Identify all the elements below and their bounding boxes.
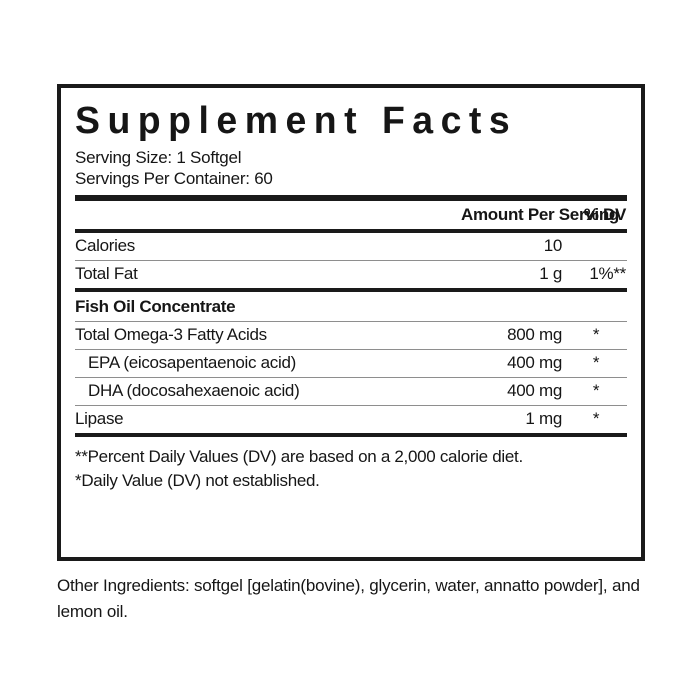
row-amount: 1 g <box>539 264 562 283</box>
header-amount-per-serving: Amount Per Serving <box>461 205 620 224</box>
table-row-epa: EPA (eicosapentaenoic acid) 400 mg * <box>75 350 627 377</box>
row-amount: 400 mg <box>507 353 562 372</box>
row-label: Calories <box>75 236 135 255</box>
row-label: EPA (eicosapentaenoic acid) <box>88 353 296 372</box>
divider <box>75 349 627 350</box>
divider <box>75 321 627 322</box>
servings-per-container: Servings Per Container: 60 <box>75 169 273 188</box>
rule-below-table <box>75 433 627 437</box>
row-dv: * <box>592 325 600 344</box>
row-dv: * <box>592 353 600 372</box>
row-divider <box>75 260 627 261</box>
row-divider <box>75 321 627 322</box>
table-row-calories: Calories 10 <box>75 233 627 260</box>
table-header-row: Amount Per Serving % DV <box>75 201 627 229</box>
divider <box>75 377 627 378</box>
divider <box>75 229 627 233</box>
row-amount: 400 mg <box>507 381 562 400</box>
row-dv: 1%** <box>589 264 626 283</box>
table-row-dha: DHA (docosahexaenoic acid) 400 mg * <box>75 378 627 405</box>
row-divider <box>75 377 627 378</box>
row-divider <box>75 349 627 350</box>
row-dv: * <box>592 381 600 400</box>
divider <box>75 433 627 437</box>
table-row-total-omega-3: Total Omega-3 Fatty Acids 800 mg * <box>75 322 627 349</box>
nutrition-table: Amount Per Serving % DV Calories 10 <box>75 201 627 437</box>
serving-info: Serving Size: 1 Softgel Servings Per Con… <box>75 147 627 189</box>
supplement-facts-panel: Supplement Facts Serving Size: 1 Softgel… <box>57 84 645 561</box>
other-ingredients: Other Ingredients: softgel [gelatin(bovi… <box>57 576 640 621</box>
rule-below-header <box>75 229 627 233</box>
header-percent-dv: % DV <box>583 205 627 224</box>
row-label: DHA (docosahexaenoic acid) <box>88 381 300 400</box>
header-spacer <box>75 201 461 229</box>
group-title: Fish Oil Concentrate <box>75 297 236 316</box>
row-dv <box>565 233 627 260</box>
footnotes: **Percent Daily Values (DV) are based on… <box>75 445 627 493</box>
row-divider <box>75 405 627 406</box>
page-title: Supplement Facts <box>75 100 518 142</box>
row-amount: 1 mg <box>525 409 562 428</box>
divider <box>75 288 627 292</box>
panel-content: Supplement Facts Serving Size: 1 Softgel… <box>75 92 627 557</box>
divider <box>75 260 627 261</box>
footnote-daily-value-not-established: *Daily Value (DV) not established. <box>75 471 320 490</box>
row-amount: 800 mg <box>507 325 562 344</box>
row-label: Total Omega-3 Fatty Acids <box>75 325 267 344</box>
group-header-fish-oil-concentrate: Fish Oil Concentrate <box>75 292 627 321</box>
table-row-lipase: Lipase 1 mg * <box>75 406 627 433</box>
table-row-total-fat: Total Fat 1 g 1%** <box>75 261 627 288</box>
footnote-percent-daily-values: **Percent Daily Values (DV) are based on… <box>75 447 523 466</box>
row-label: Total Fat <box>75 264 138 283</box>
rule-below-total-fat <box>75 288 627 292</box>
row-dv: * <box>592 409 600 428</box>
row-amount: 10 <box>543 236 563 255</box>
divider <box>75 405 627 406</box>
serving-size: Serving Size: 1 Softgel <box>75 148 242 167</box>
rule-above-header <box>75 195 627 201</box>
row-label: Lipase <box>75 409 124 428</box>
